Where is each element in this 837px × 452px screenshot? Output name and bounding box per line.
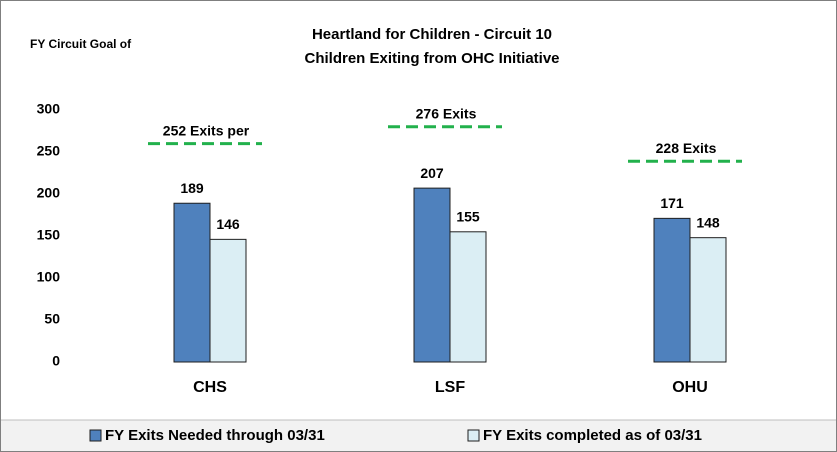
bar <box>413 187 451 363</box>
legend-label: FY Exits Needed through 03/31 <box>105 427 325 444</box>
legend-swatch <box>467 429 480 442</box>
data-label: 148 <box>696 214 720 230</box>
y-tick-label: 150 <box>37 227 61 243</box>
y-tick-label: 200 <box>37 185 61 201</box>
y-tick-label: 300 <box>37 101 61 117</box>
data-label: 155 <box>456 209 480 225</box>
chart-subtitle: Children Exiting from OHC Initiative <box>304 50 559 67</box>
data-label: 171 <box>660 195 684 211</box>
y-tick-label: 50 <box>44 311 60 327</box>
x-tick-label: LSF <box>435 379 465 396</box>
legend-label: FY Exits completed as of 03/31 <box>483 427 702 444</box>
x-tick-label: OHU <box>672 379 708 396</box>
legend-band <box>1 420 836 451</box>
y-tick-label: 100 <box>37 269 61 285</box>
y-axis-label: FY Circuit Goal of <box>30 37 132 51</box>
bar <box>689 237 727 363</box>
y-tick-label: 250 <box>37 143 61 159</box>
chart-title: Heartland for Children - Circuit 10 <box>312 26 552 43</box>
bar <box>173 202 211 363</box>
bar <box>653 217 691 363</box>
goal-label: 276 Exits <box>416 106 477 122</box>
bar <box>449 231 487 363</box>
legend-swatch <box>89 429 102 442</box>
data-label: 207 <box>420 165 444 181</box>
goal-label: 228 Exits <box>656 140 717 156</box>
goal-label: 252 Exits per <box>163 122 250 138</box>
data-label: 146 <box>216 216 240 232</box>
x-tick-label: CHS <box>193 379 227 396</box>
y-tick-label: 0 <box>52 353 60 369</box>
data-label: 189 <box>180 180 204 196</box>
bar <box>209 238 247 363</box>
